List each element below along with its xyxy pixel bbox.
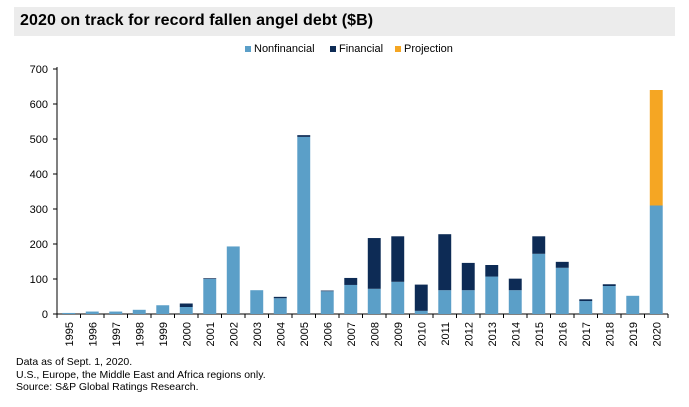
y-tick-label: 600: [30, 99, 48, 111]
bar-financial-2007: [344, 277, 358, 285]
bar-nonfinancial-1998: [132, 309, 146, 314]
x-tick-label-2020: 2020: [651, 322, 663, 346]
bar-nonfinancial-2010: [414, 310, 428, 314]
x-tick-label-2013: 2013: [487, 322, 499, 346]
bar-nonfinancial-2020: [649, 205, 663, 314]
bar-nonfinancial-1997: [109, 311, 123, 314]
bar-financial-2008: [367, 238, 381, 289]
bar-nonfinancial-2007: [344, 284, 358, 314]
x-tick-label-2018: 2018: [604, 322, 616, 346]
x-tick-label-1999: 1999: [158, 322, 170, 346]
bar-nonfinancial-2013: [485, 276, 499, 314]
x-tick-label-1997: 1997: [111, 322, 123, 346]
x-tick-label-2000: 2000: [181, 322, 193, 346]
bar-financial-2006: [320, 290, 334, 292]
bar-financial-2017: [579, 299, 593, 302]
bar-nonfinancial-2019: [626, 295, 640, 314]
bar-nonfinancial-2018: [602, 286, 616, 314]
bar-nonfinancial-2008: [367, 288, 381, 314]
y-tick-label: 500: [30, 134, 48, 146]
bar-financial-2004: [273, 296, 287, 299]
bar-nonfinancial-2003: [250, 290, 264, 314]
x-tick-label-2009: 2009: [393, 322, 405, 346]
bar-nonfinancial-2005: [297, 136, 311, 314]
bar-nonfinancial-2014: [508, 290, 522, 314]
bar-nonfinancial-2006: [320, 291, 334, 314]
bar-financial-2015: [532, 236, 546, 254]
bar-nonfinancial-1999: [156, 305, 170, 314]
bar-financial-2016: [555, 261, 569, 268]
bar-nonfinancial-2015: [532, 253, 546, 314]
bar-nonfinancial-1995: [62, 312, 76, 314]
x-tick-label-1995: 1995: [64, 322, 76, 346]
bar-financial-2000: [179, 303, 193, 307]
x-tick-label-2012: 2012: [463, 322, 475, 346]
x-tick-label-2007: 2007: [346, 322, 358, 346]
x-tick-label-2005: 2005: [299, 322, 311, 346]
bar-nonfinancial-2000: [179, 307, 193, 314]
bar-nonfinancial-2002: [226, 246, 240, 314]
bar-nonfinancial-1996: [85, 311, 99, 314]
legend-swatch-nonfinancial: [245, 46, 251, 52]
x-tick-label-2011: 2011: [440, 322, 452, 346]
y-tick-label: 200: [30, 239, 48, 251]
y-tick-label: 400: [30, 169, 48, 181]
bar-financial-2018: [602, 284, 616, 286]
x-tick-label-2019: 2019: [628, 322, 640, 346]
title-bar: 2020 on track for record fallen angel de…: [14, 7, 675, 36]
bar-nonfinancial-2012: [461, 290, 475, 314]
x-tick-label-2004: 2004: [275, 322, 287, 346]
y-tick-label: 700: [30, 64, 48, 76]
x-tick-label-2010: 2010: [416, 322, 428, 346]
y-tick-label: 100: [30, 274, 48, 286]
note-regions: U.S., Europe, the Middle East and Africa…: [16, 368, 266, 381]
bar-financial-2010: [414, 284, 428, 311]
chart-notes: Data as of Sept. 1, 2020. U.S., Europe, …: [16, 356, 266, 394]
bar-projection-2020: [649, 90, 663, 206]
x-tick-label-2003: 2003: [252, 322, 264, 346]
bar-nonfinancial-2001: [203, 279, 217, 314]
legend-label-nonfinancial: Nonfinancial: [254, 43, 315, 55]
x-tick-label-2001: 2001: [205, 322, 217, 346]
bar-nonfinancial-2016: [555, 267, 569, 314]
bar-financial-2013: [485, 265, 499, 277]
legend-label-financial: Financial: [339, 43, 383, 55]
x-tick-label-1998: 1998: [134, 322, 146, 346]
y-tick-label: 300: [30, 204, 48, 216]
x-tick-label-2014: 2014: [510, 322, 522, 346]
x-tick-label-2006: 2006: [322, 322, 334, 346]
bar-nonfinancial-2011: [438, 290, 452, 314]
bar-financial-2012: [461, 262, 475, 291]
x-tick-label-2008: 2008: [369, 322, 381, 346]
bar-financial-2005: [297, 135, 311, 137]
note-data-date: Data as of Sept. 1, 2020.: [16, 356, 133, 368]
bar-financial-2011: [438, 234, 452, 291]
bar-financial-2001: [203, 278, 217, 279]
x-tick-label-2002: 2002: [228, 322, 240, 346]
bar-nonfinancial-2004: [273, 298, 287, 314]
legend-swatch-projection: [395, 46, 401, 52]
x-tick-label-1996: 1996: [87, 322, 99, 346]
bar-nonfinancial-2017: [579, 301, 593, 314]
y-tick-label: 0: [42, 309, 48, 321]
legend-swatch-financial: [330, 46, 336, 52]
x-tick-label-2016: 2016: [557, 322, 569, 346]
note-source: Source: S&P Global Ratings Research.: [16, 381, 199, 393]
x-tick-label-2017: 2017: [581, 322, 593, 346]
chart-title: 2020 on track for record fallen angel de…: [20, 12, 374, 29]
bar-nonfinancial-2009: [391, 281, 405, 314]
bar-financial-2009: [391, 236, 405, 282]
x-tick-label-2015: 2015: [534, 322, 546, 346]
bar-financial-2014: [508, 278, 522, 291]
legend-label-projection: Projection: [404, 43, 453, 55]
